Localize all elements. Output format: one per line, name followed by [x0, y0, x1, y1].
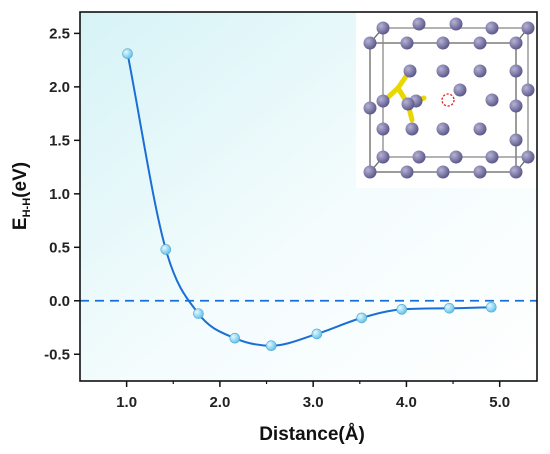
inset-vacancy-marker	[441, 93, 455, 107]
inset-atom	[401, 97, 415, 111]
inset-atom	[509, 36, 523, 50]
y-tick-label: 2.5	[49, 25, 70, 42]
data-point	[265, 340, 277, 352]
inset-atom	[485, 93, 499, 107]
inset-atom	[449, 150, 463, 164]
inset-atoms	[363, 17, 535, 179]
inset-atom	[509, 99, 523, 113]
data-point	[396, 304, 408, 315]
y-tick-label: 2.0	[49, 79, 70, 96]
inset-atom	[376, 21, 390, 35]
inset-atom	[403, 64, 417, 78]
inset-atom	[509, 64, 523, 78]
plot-frame	[79, 11, 538, 382]
inset-atom	[521, 83, 535, 97]
inset-atom	[412, 150, 426, 164]
y-axis-label: EH-H(eV)	[10, 162, 33, 230]
inset-atom	[405, 122, 419, 136]
inset-atom	[509, 133, 523, 147]
inset-atom	[453, 83, 467, 97]
data-point	[356, 312, 367, 324]
inset-atom	[509, 165, 523, 179]
inset-atom	[436, 165, 450, 179]
inset-atom	[363, 165, 377, 179]
inset-atom	[400, 36, 414, 50]
inset-atom	[473, 36, 487, 50]
inset-atom	[400, 165, 414, 179]
inset-atom	[485, 150, 499, 164]
data-point	[193, 308, 204, 319]
data-point	[229, 332, 241, 344]
inset-atom	[449, 17, 463, 31]
y-tick-label: 1.5	[49, 132, 70, 149]
inset-atom	[436, 64, 450, 78]
data-point	[122, 48, 133, 60]
x-tick-label: 4.0	[396, 394, 417, 411]
data-point	[160, 244, 172, 255]
x-axis-label: Distance(Å)	[259, 424, 365, 445]
x-axis-ticks: 1.0 2.0 3.0 4.0 5.0	[116, 381, 510, 411]
y-axis-label-unit: (eV)	[10, 162, 31, 198]
marker-layer	[122, 48, 497, 352]
y-axis-label-subscript: H-H	[21, 198, 33, 218]
inset-atom	[473, 64, 487, 78]
inset-crystal-structure	[356, 12, 537, 188]
inset-atom	[376, 94, 390, 108]
inset-atom	[521, 21, 535, 35]
data-point	[444, 302, 455, 314]
y-axis-label-main: E	[10, 217, 31, 230]
x-tick-label: 5.0	[489, 394, 510, 411]
inset-atom	[473, 122, 487, 136]
x-tick-label: 1.0	[116, 394, 137, 411]
inset-atom	[436, 36, 450, 50]
y-tick-label: -0.5	[44, 346, 70, 363]
y-tick-label: 0.0	[49, 293, 70, 310]
y-axis-ticks: -0.5 0.0 0.5 1.0 1.5 2.0 2.5	[44, 25, 80, 363]
inset-atom	[363, 36, 377, 50]
data-point	[485, 301, 497, 313]
inset-atom	[376, 150, 390, 164]
x-tick-label: 2.0	[209, 394, 230, 411]
inset-atom	[376, 122, 390, 136]
inset-atom	[485, 21, 499, 35]
inset-atom	[412, 17, 426, 31]
inset-atom	[436, 122, 450, 136]
data-point	[311, 328, 323, 340]
y-tick-label: 0.5	[49, 239, 70, 256]
y-tick-label: 1.0	[49, 186, 70, 203]
x-tick-label: 3.0	[303, 394, 324, 411]
inset-atom	[363, 101, 377, 115]
inset-atom	[521, 150, 535, 164]
inset-atom	[473, 165, 487, 179]
